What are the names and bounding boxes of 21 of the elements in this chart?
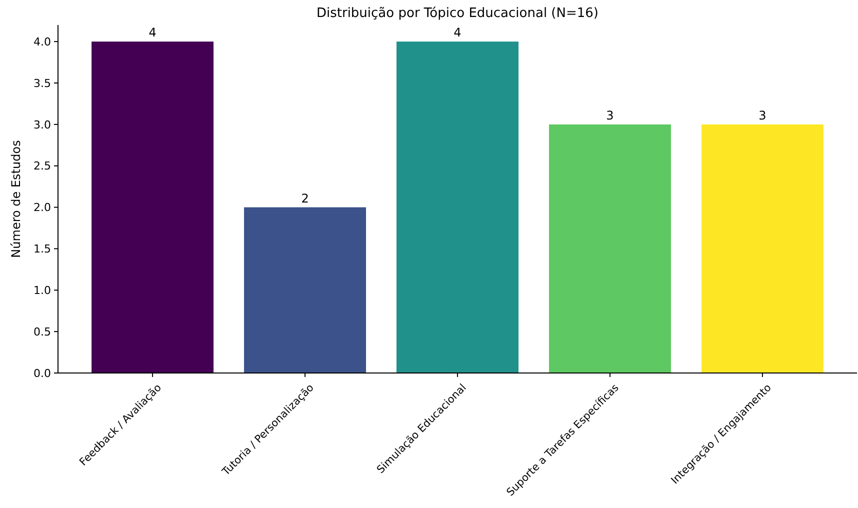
- y-tick-label: 2.5: [34, 160, 51, 173]
- bar: [548, 124, 671, 373]
- data-label: 4: [454, 26, 462, 40]
- y-axis-title: Número de Estudos: [9, 140, 23, 258]
- y-tick-label: 0.0: [34, 366, 51, 380]
- y-tick-label: 0.5: [34, 325, 51, 338]
- bar: [701, 124, 824, 373]
- y-tick-label: 4.0: [34, 35, 51, 48]
- y-tick-label: 3.5: [34, 76, 51, 90]
- data-label: 4: [148, 26, 156, 40]
- chart-title: Distribuição por Tópico Educacional (N=16): [316, 6, 599, 21]
- y-tick-label: 1.0: [34, 284, 51, 297]
- y-tick-label: 1.5: [34, 242, 51, 256]
- data-label: 2: [301, 191, 309, 206]
- y-tick-label: 3.0: [34, 118, 51, 132]
- y-tick-label: 2.0: [34, 201, 51, 214]
- bar: [244, 207, 366, 373]
- data-label: 3: [606, 108, 614, 122]
- bar: [92, 42, 214, 373]
- data-label: 3: [758, 108, 766, 122]
- bar: [396, 42, 518, 373]
